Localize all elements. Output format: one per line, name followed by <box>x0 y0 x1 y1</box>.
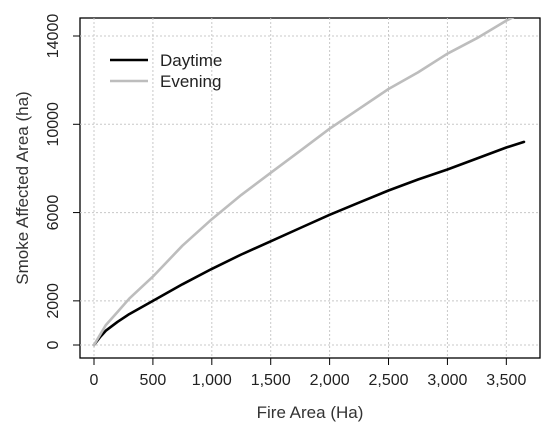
x-tick-label: 500 <box>140 372 167 389</box>
legend-label: Evening <box>160 72 221 91</box>
x-tick-label: 0 <box>90 372 99 389</box>
y-tick-label: 10000 <box>45 102 62 147</box>
x-tick-label: 3,500 <box>486 372 526 389</box>
series-line-daytime <box>92 140 526 347</box>
y-axis-title: Smoke Affected Area (ha) <box>13 91 32 284</box>
y-tick-label: 6000 <box>45 195 62 231</box>
plot-area-box <box>79 17 541 359</box>
x-tick-label: 2,000 <box>310 372 350 389</box>
x-tick-label: 1,500 <box>251 372 291 389</box>
legend-label: Daytime <box>160 51 222 70</box>
x-axis-title: Fire Area (Ha) <box>257 403 364 422</box>
x-tick-label: 1,000 <box>192 372 232 389</box>
x-tick-label: 3,000 <box>427 372 467 389</box>
grid-lines <box>80 18 540 358</box>
y-tick-label: 14000 <box>45 14 62 59</box>
x-tick-label: 2,500 <box>368 372 408 389</box>
x-axis: 0 500 1,000 1,500 2,000 2,500 3,000 3,500 <box>90 358 526 389</box>
legend: Daytime Evening <box>110 51 222 91</box>
y-tick-label: 2000 <box>45 283 62 319</box>
series-layer <box>92 18 526 347</box>
y-tick-label: 0 <box>45 340 62 349</box>
y-axis: 0 2000 6000 10000 14000 <box>45 14 80 349</box>
series-line-evening <box>92 18 515 347</box>
